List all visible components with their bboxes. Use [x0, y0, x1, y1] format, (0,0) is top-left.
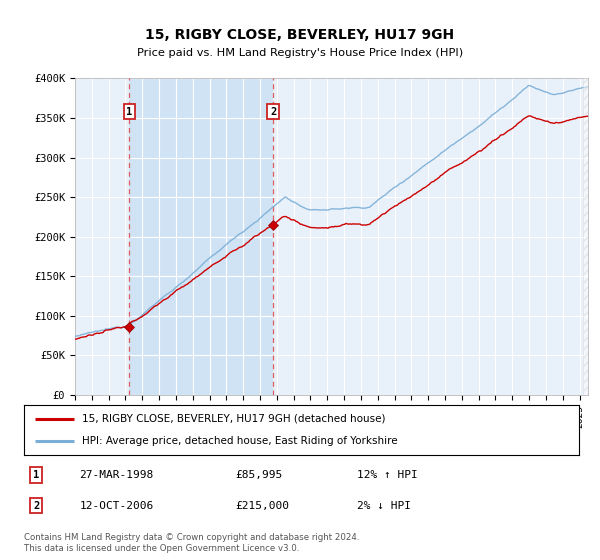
Text: £85,995: £85,995 — [235, 470, 282, 480]
Text: 12-OCT-2006: 12-OCT-2006 — [79, 501, 154, 511]
Text: 1: 1 — [33, 470, 40, 480]
Text: 2: 2 — [33, 501, 40, 511]
Text: 15, RIGBY CLOSE, BEVERLEY, HU17 9GH (detached house): 15, RIGBY CLOSE, BEVERLEY, HU17 9GH (det… — [82, 414, 386, 424]
Text: Price paid vs. HM Land Registry's House Price Index (HPI): Price paid vs. HM Land Registry's House … — [137, 48, 463, 58]
Text: 15, RIGBY CLOSE, BEVERLEY, HU17 9GH: 15, RIGBY CLOSE, BEVERLEY, HU17 9GH — [145, 28, 455, 42]
Bar — [583, 78, 588, 395]
Text: 1: 1 — [126, 106, 133, 116]
Text: 12% ↑ HPI: 12% ↑ HPI — [357, 470, 418, 480]
Text: 27-MAR-1998: 27-MAR-1998 — [79, 470, 154, 480]
Text: 2% ↓ HPI: 2% ↓ HPI — [357, 501, 411, 511]
Text: 2: 2 — [270, 106, 276, 116]
Text: HPI: Average price, detached house, East Riding of Yorkshire: HPI: Average price, detached house, East… — [82, 436, 398, 446]
Text: Contains HM Land Registry data © Crown copyright and database right 2024.
This d: Contains HM Land Registry data © Crown c… — [24, 533, 359, 553]
Text: £215,000: £215,000 — [235, 501, 289, 511]
Bar — [130, 78, 273, 395]
